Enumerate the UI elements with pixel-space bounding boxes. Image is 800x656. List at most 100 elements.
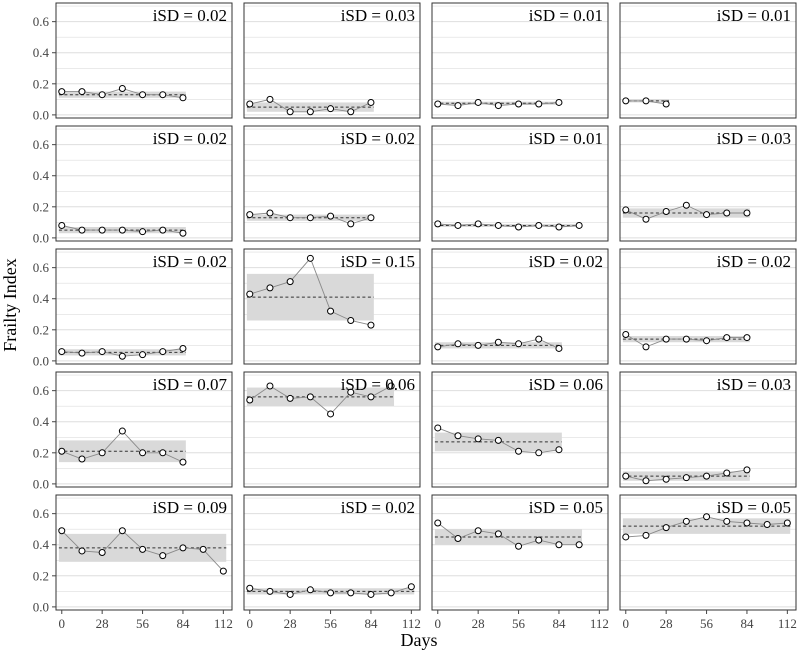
data-point [179,458,187,466]
data-point [662,524,670,532]
data-point [327,410,335,418]
panel-plot-area [434,220,583,231]
data-point [367,590,375,598]
data-point [246,396,254,404]
x-tick-label: 0 [435,616,442,631]
data-point [723,469,731,477]
panel-plot-area [246,254,375,329]
panel-border [243,371,421,488]
data-point [266,209,274,217]
y-tick-label: 0.4 [33,291,50,306]
panel-plot-area [434,335,563,352]
isd-label: iSD = 0.02 [529,252,603,271]
x-tick-label: 112 [214,616,233,631]
facet-panel: iSD = 0.03 [619,125,797,242]
data-point [434,343,442,351]
facet-panel: iSD = 0.02 [619,248,797,365]
y-axis-title: Frailty Index [0,258,20,351]
data-point [199,545,207,553]
isd-label: iSD = 0.02 [153,129,227,148]
data-point [347,220,355,228]
facet-panel: iSD = 0.05 [431,494,609,611]
data-point [535,449,543,457]
panel-background [620,126,796,241]
isd-label: iSD = 0.05 [529,498,603,517]
x-tick-label: 56 [700,616,714,631]
data-point [98,348,106,356]
panels-layer: iSD = 0.02 iSD = 0.03 iSD = 0.01 iSD = 0.01… [55,2,797,611]
data-point [266,587,274,595]
isd-label: iSD = 0.02 [341,129,415,148]
x-tick-label: 112 [778,616,797,631]
data-point [454,535,462,543]
data-point [515,447,523,455]
data-point [387,382,395,390]
panel-border [619,371,797,488]
isd-label: iSD = 0.03 [341,6,415,25]
data-point [286,394,294,402]
data-point [682,201,690,209]
data-point [306,108,314,116]
panel-border [431,494,609,611]
data-point [515,340,523,348]
x-tick-label: 28 [96,616,109,631]
facet-panel: iSD = 0.02 [55,248,233,365]
panel-border [431,371,609,488]
x-tick-label: 56 [512,616,526,631]
isd-label: iSD = 0.03 [717,375,791,394]
data-point [575,541,583,549]
y-tick-label: 0.4 [33,537,50,552]
data-point [622,330,630,338]
panel-border [55,248,233,365]
data-point [682,474,690,482]
data-point [246,290,254,298]
data-point [327,589,335,597]
data-point [555,98,563,106]
facet-panel: iSD = 0.07 [55,371,233,488]
data-point [407,583,415,591]
y-tick-label: 0.0 [33,230,49,245]
data-point [662,207,670,215]
data-point [139,228,147,236]
y-tick-label: 0.4 [33,168,50,183]
panel-plot-area [246,583,415,598]
data-point [367,393,375,401]
data-point [98,549,106,556]
x-tick-label: 56 [136,616,150,631]
data-point [703,513,711,521]
y-tick-label: 0.2 [33,568,49,583]
data-point [434,519,442,527]
facet-panel: iSD = 0.06 [243,371,421,488]
data-point [743,519,751,527]
data-point [474,435,482,443]
panel-border [431,248,609,365]
panel-border [619,2,797,119]
panel-background [432,495,608,610]
data-point [535,335,543,343]
data-point [434,424,442,432]
data-point [474,527,482,535]
data-point [347,388,355,396]
data-point [118,352,126,360]
panel-plot-area [622,201,751,223]
data-point [347,108,355,116]
isd-label: iSD = 0.09 [153,498,227,517]
x-tick-label: 112 [402,616,421,631]
isd-label: iSD = 0.15 [341,252,415,271]
facet-panel: iSD = 0.15 [243,248,421,365]
isd-label: iSD = 0.01 [529,6,603,25]
facet-panel: iSD = 0.01 [431,2,609,119]
panel-plot-area [58,527,227,575]
panel-plot-area [434,519,583,550]
y-tick-label: 0.2 [33,445,49,460]
x-axis: 0 28 56 84 112 0 28 56 84 112 0 28 56 84 112 0 28 56 84 112 [59,610,797,631]
data-point [494,338,502,346]
y-tick-label: 0.6 [33,506,50,521]
panel-border [619,248,797,365]
data-point [159,91,167,99]
data-point [246,584,254,592]
panel-background [620,3,796,118]
data-point [723,517,731,525]
x-tick-label: 56 [324,616,338,631]
